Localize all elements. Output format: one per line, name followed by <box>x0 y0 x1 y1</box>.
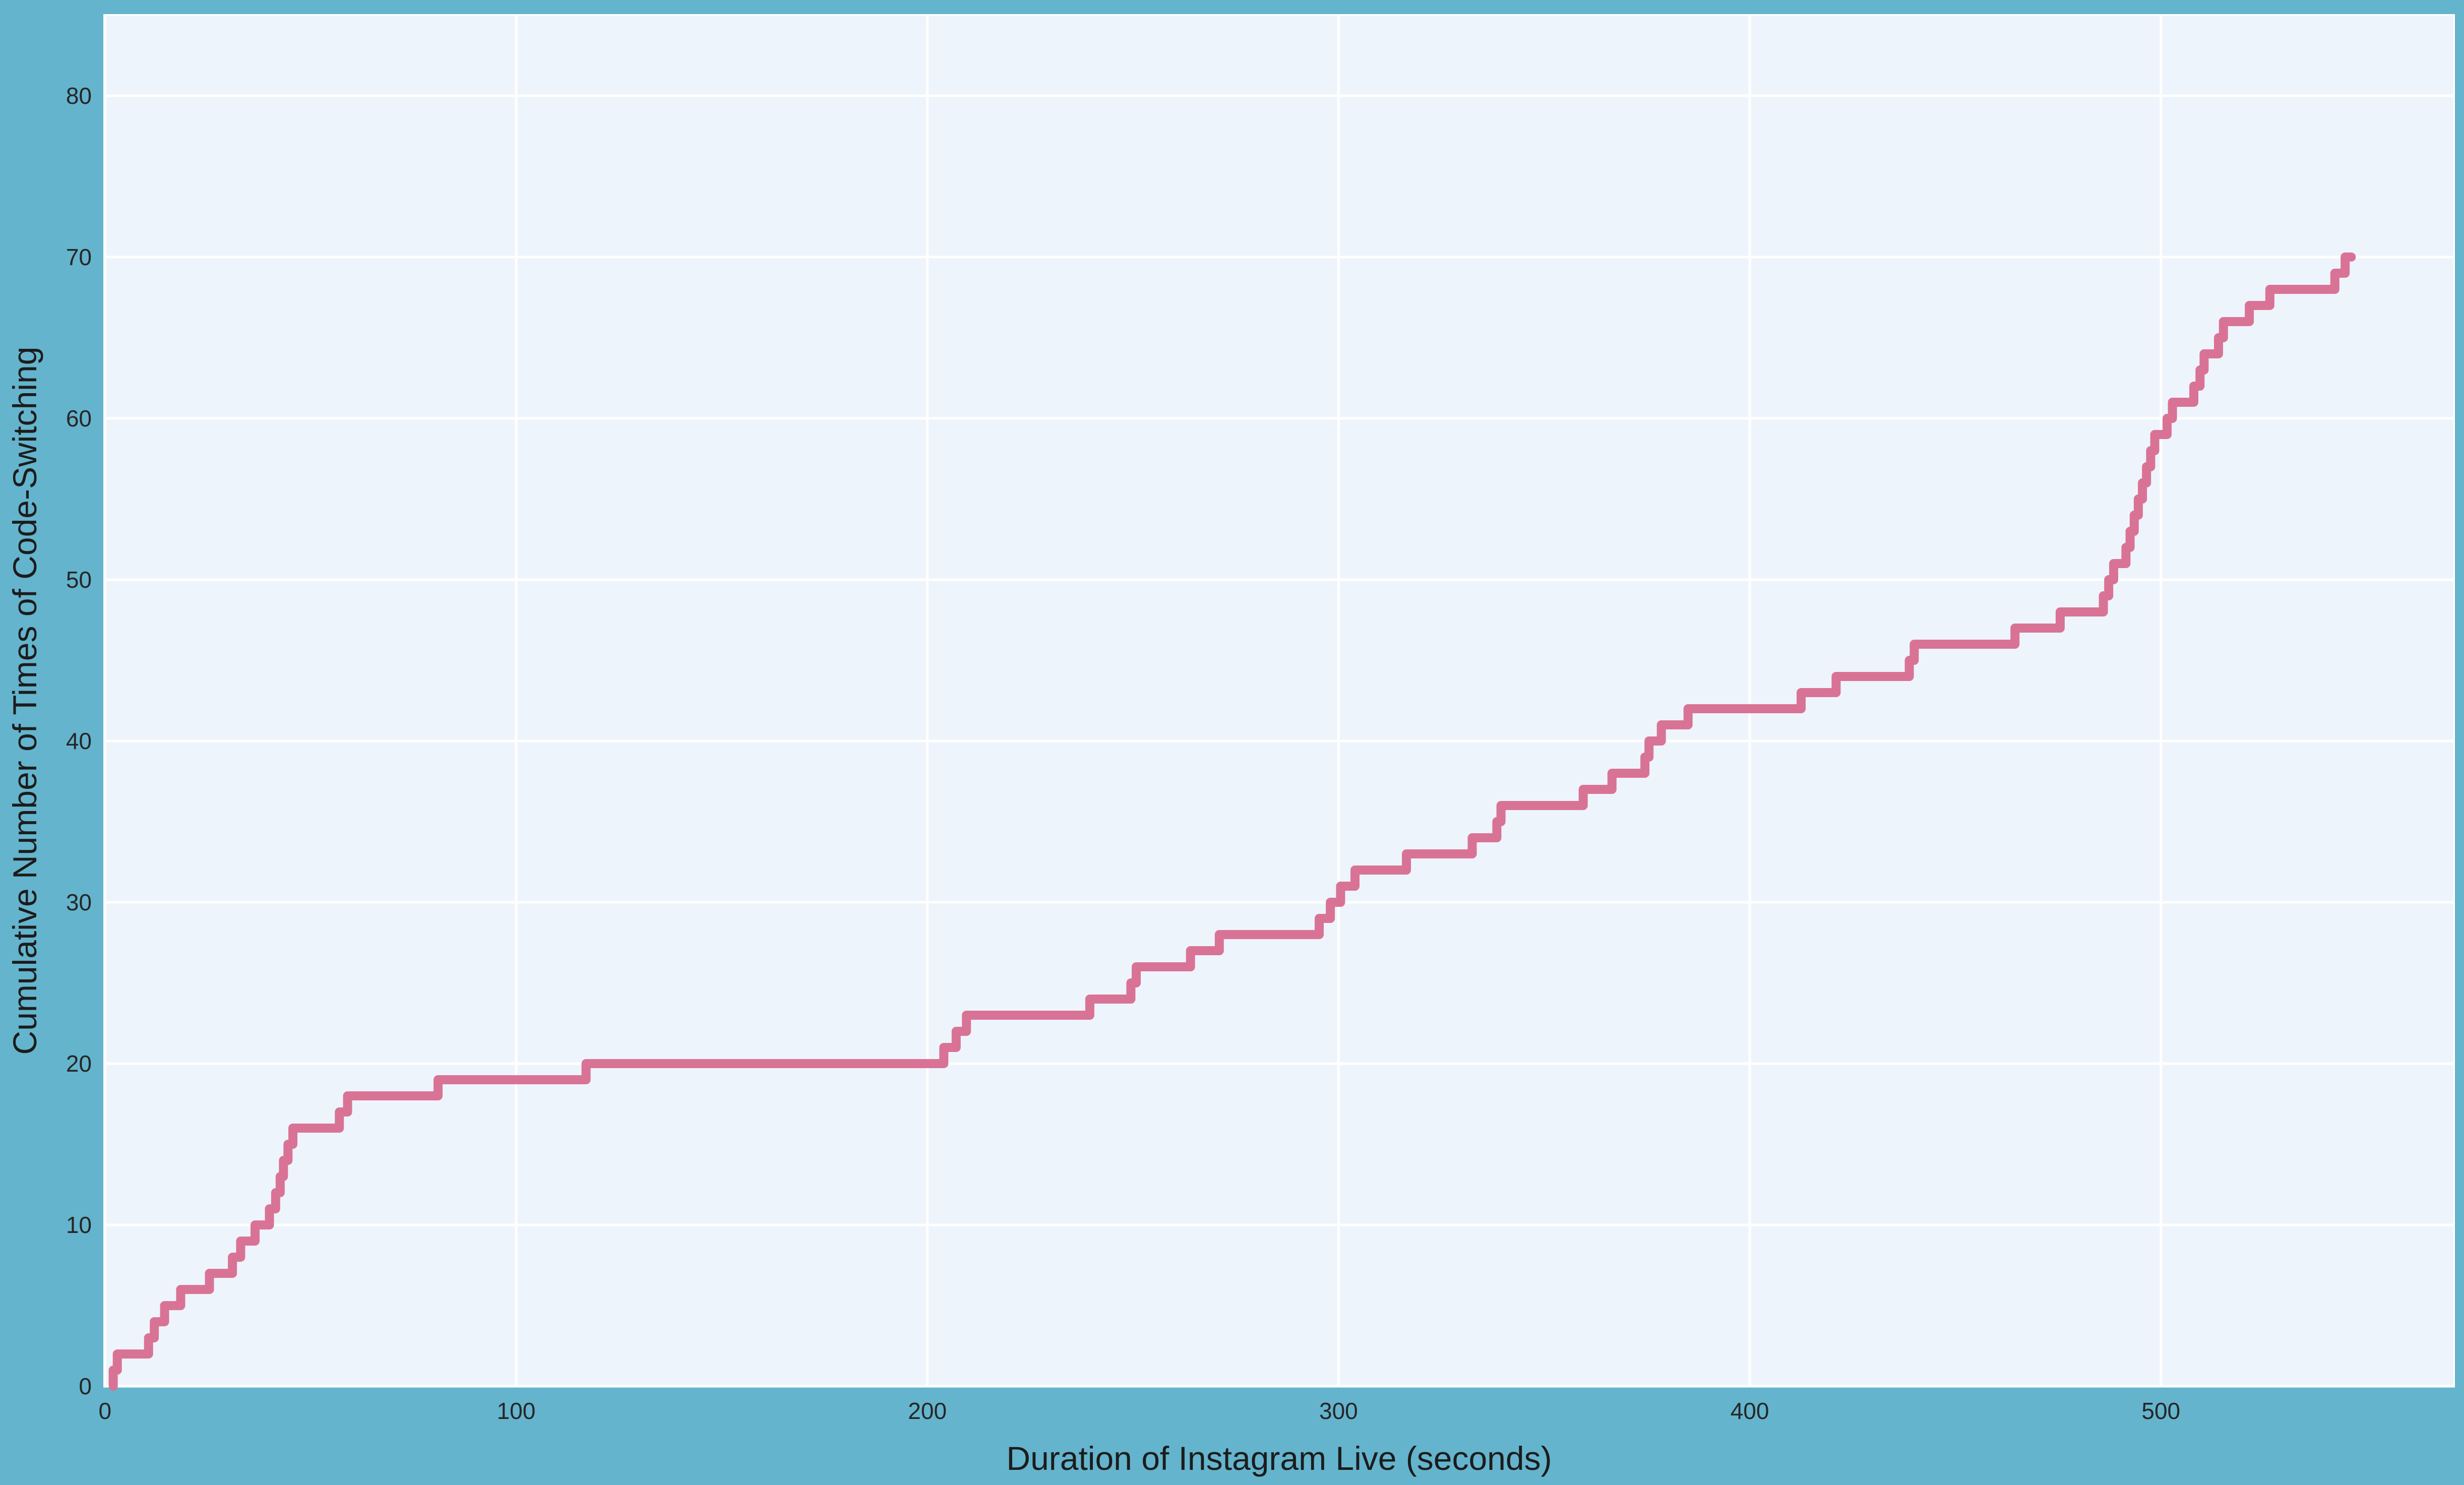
y-tick-label: 60 <box>66 405 92 431</box>
x-tick-label: 0 <box>98 1398 112 1424</box>
x-tick-label: 100 <box>497 1398 536 1424</box>
y-tick-label: 70 <box>66 243 92 270</box>
x-tick-label: 500 <box>2141 1398 2181 1424</box>
gridlines <box>103 14 2455 1388</box>
plot-area <box>103 14 2455 1387</box>
y-tick-label: 0 <box>79 1373 92 1400</box>
y-tick-label: 30 <box>66 889 92 916</box>
y-tick-label: 10 <box>66 1212 92 1239</box>
x-axis-title: Duration of Instagram Live (seconds) <box>1006 1440 1552 1477</box>
y-tick-label: 20 <box>66 1050 92 1077</box>
y-tick-label: 50 <box>66 566 92 593</box>
x-tick-label: 200 <box>908 1398 947 1424</box>
cumulative-step-line <box>108 252 2356 1391</box>
y-axis-title: Cumulative Number of Times of Code-Switc… <box>6 346 43 1055</box>
y-tick-label: 40 <box>66 728 92 754</box>
x-tick-label: 400 <box>1730 1398 1769 1424</box>
x-tick-label: 300 <box>1319 1398 1358 1424</box>
y-tick-label: 80 <box>66 82 92 109</box>
